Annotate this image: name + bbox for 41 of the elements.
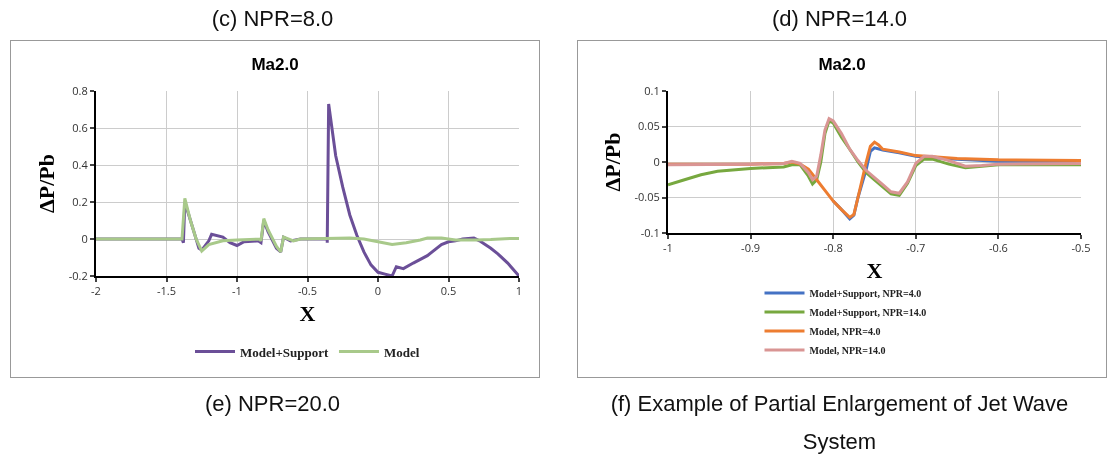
- legend-label: Model: [383, 344, 420, 360]
- x-axis-title: X: [299, 300, 316, 326]
- x-tick-label: -0.5: [1071, 240, 1091, 256]
- y-axis-title: ΔP/Pb: [34, 153, 60, 214]
- y-tick-label: -0.1: [640, 224, 660, 240]
- line-series: [96, 196, 519, 254]
- y-tick-label: 0.05: [638, 118, 660, 134]
- y-tick-label: 0.4: [72, 156, 89, 172]
- y-tick-label: 0.1: [644, 82, 660, 98]
- x-tick-label: -0.7: [906, 240, 926, 256]
- x-tick-label: -0.8: [823, 240, 843, 256]
- chart-title: Ma2.0: [251, 54, 299, 74]
- x-axis-title: X: [866, 257, 883, 283]
- y-axis-title: ΔP/Pb: [599, 132, 625, 192]
- legend-label: Model+Support: [240, 344, 329, 360]
- x-tick-label: 0: [374, 283, 382, 299]
- legend-label: Model, NPR=4.0: [809, 325, 881, 337]
- legend-label: Model, NPR=14.0: [809, 344, 886, 356]
- text: (e) NPR=20.0: [203, 390, 342, 418]
- x-tick-label: -0.5: [297, 283, 318, 299]
- x-tick-label: -2: [91, 283, 101, 299]
- y-tick-label: -0.05: [634, 189, 660, 205]
- x-tick-label: -1: [232, 283, 242, 299]
- x-tick-label: -0.6: [988, 240, 1008, 256]
- text: (f) Example of Partial Enlargement of Jet Wave System: [609, 390, 1070, 456]
- y-tick-label: -0.2: [68, 267, 88, 283]
- chart-title: Ma2.0: [818, 54, 866, 74]
- legend-label: Model+Support, NPR=14.0: [809, 306, 927, 318]
- legend-label: Model+Support, NPR=4.0: [809, 287, 922, 299]
- y-tick-label: 0.8: [72, 82, 88, 98]
- y-tick-label: 0.2: [72, 193, 88, 209]
- x-tick-label: -1.5: [156, 283, 177, 299]
- y-tick-label: 0: [653, 153, 660, 169]
- y-tick-label: 0: [81, 230, 88, 246]
- x-tick-label: 1: [515, 283, 523, 299]
- x-tick-label: -1: [663, 240, 673, 256]
- x-tick-label: -0.9: [741, 240, 761, 256]
- x-tick-label: 0.5: [440, 283, 457, 299]
- text: (d) NPR=14.0: [770, 5, 909, 33]
- text: (c) NPR=8.0: [210, 5, 335, 33]
- y-tick-label: 0.6: [72, 119, 88, 135]
